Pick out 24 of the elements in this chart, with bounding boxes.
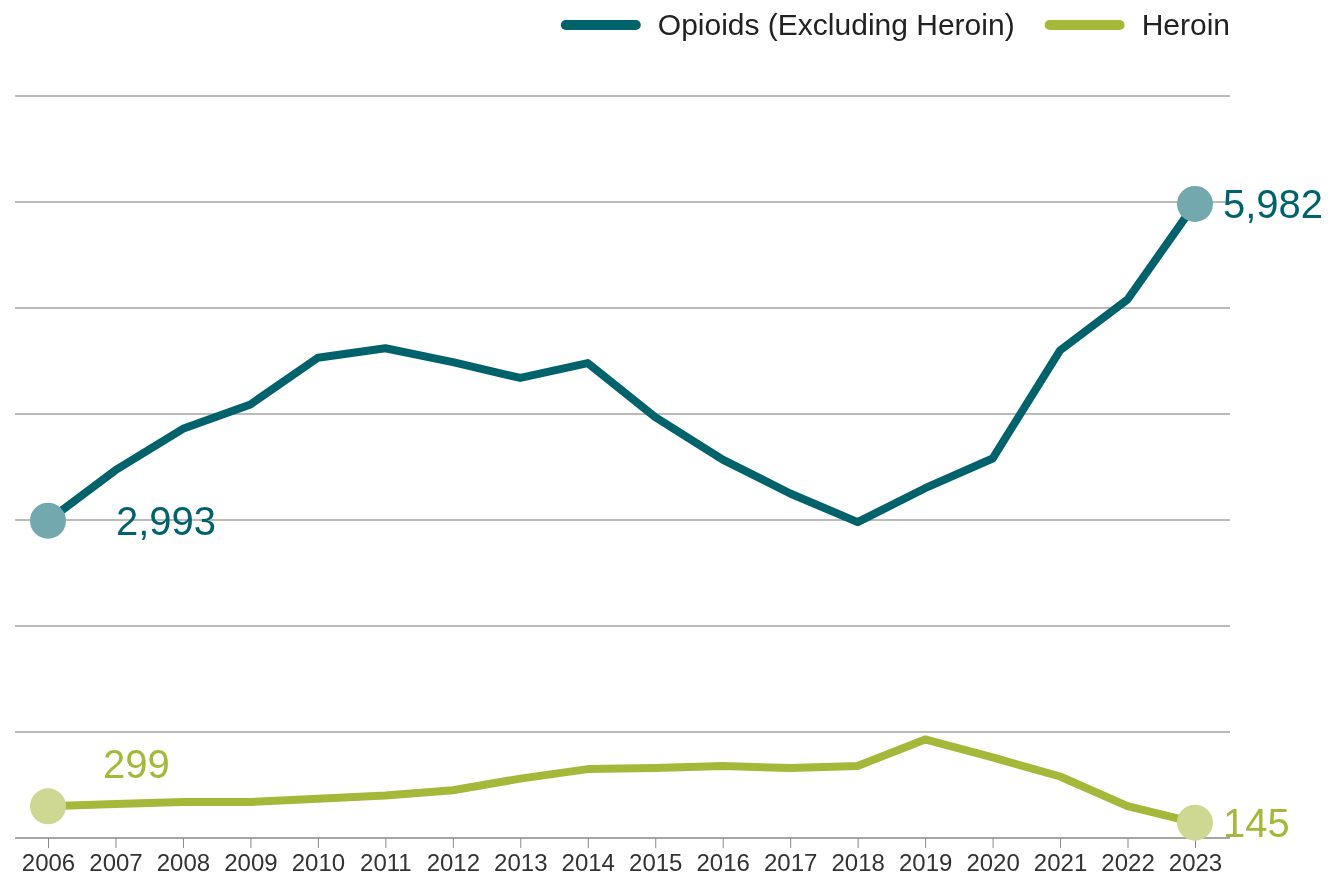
x-tick-label: 2014 [561,849,615,877]
x-tick-label: 2009 [224,849,278,877]
data-label: 299 [103,742,170,787]
legend-label: Heroin [1141,8,1230,41]
x-tick-label: 2012 [426,849,481,877]
x-tick-label: 2021 [1033,849,1088,877]
x-tick-label: 2022 [1101,849,1155,877]
x-tick-label: 2019 [898,849,953,877]
x-tick-label: 2015 [629,849,683,877]
x-tick-label: 2011 [360,849,412,877]
x-tick-label: 2006 [21,849,76,877]
x-tick-label: 2013 [494,849,548,877]
legend-label: Opioids (Excluding Heroin) [657,8,1015,41]
x-tick-label: 2007 [89,849,143,877]
data-label: 2,993 [116,498,217,543]
x-tick-label: 2018 [831,849,885,877]
x-tick-label: 2016 [696,849,750,877]
data-label: 145 [1223,800,1290,845]
x-tick-label: 2017 [763,849,818,877]
x-tick-label: 2008 [156,849,211,877]
x-tick-label: 2020 [966,849,1020,877]
x-tick-label: 2010 [291,849,346,877]
data-label: 5,982 [1223,181,1324,226]
x-tick-label: 2023 [1168,849,1223,877]
